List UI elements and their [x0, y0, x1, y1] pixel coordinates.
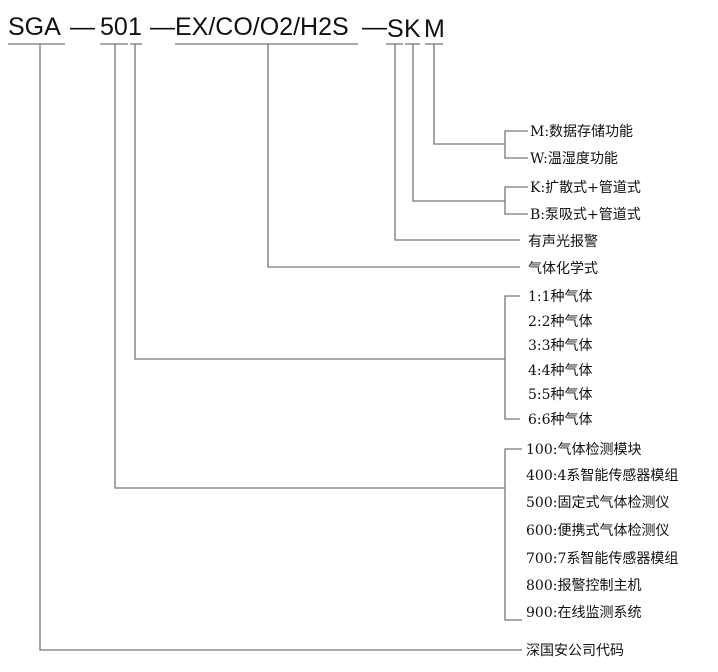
series-option: 400:4系智能传感器模组: [526, 467, 678, 484]
series-option: 100:气体检测模块: [526, 442, 641, 458]
code-prefix: SGA: [8, 13, 61, 41]
series-option: 900:在线监测系统: [526, 605, 641, 621]
function-option: W:温湿度功能: [530, 151, 618, 167]
code-dash: —: [70, 13, 95, 41]
gas-count-option: 4:4种气体: [528, 363, 593, 379]
sampling-option: K:扩散式+管道式: [530, 180, 641, 196]
gas-count-option: 2:2种气体: [528, 314, 593, 330]
code-alarm: S: [387, 15, 404, 43]
code-function: M: [424, 15, 445, 43]
series-option: 700:7系智能传感器模组: [526, 550, 678, 567]
connector-lines: [39, 44, 528, 651]
series-option: 500:固定式气体检测仪: [526, 495, 669, 511]
sampling-option: B:泵吸式+管道式: [530, 207, 641, 223]
gas-count-option: 5:5种气体: [528, 387, 593, 403]
function-option: M:数据存储功能: [530, 124, 633, 140]
gas-count-option: 3:3种气体: [528, 338, 593, 354]
code-gas-count: 1: [128, 13, 142, 41]
code-series: 50: [100, 13, 128, 41]
series-option: 800:报警控制主机: [526, 578, 641, 594]
prefix-label: 深国安公司代码: [526, 643, 624, 659]
code-dash: —: [150, 13, 175, 41]
code-dash: —: [362, 13, 387, 41]
code-gases: EX/CO/O2/H2S: [175, 13, 349, 41]
gas-count-option: 1:1种气体: [528, 289, 593, 305]
alarm-label: 有声光报警: [528, 234, 598, 250]
gases-label: 气体化学式: [528, 261, 598, 277]
series-option: 600:便携式气体检测仪: [526, 523, 669, 539]
code-sampling: K: [404, 15, 421, 43]
gas-count-option: 6:6种气体: [528, 412, 593, 428]
